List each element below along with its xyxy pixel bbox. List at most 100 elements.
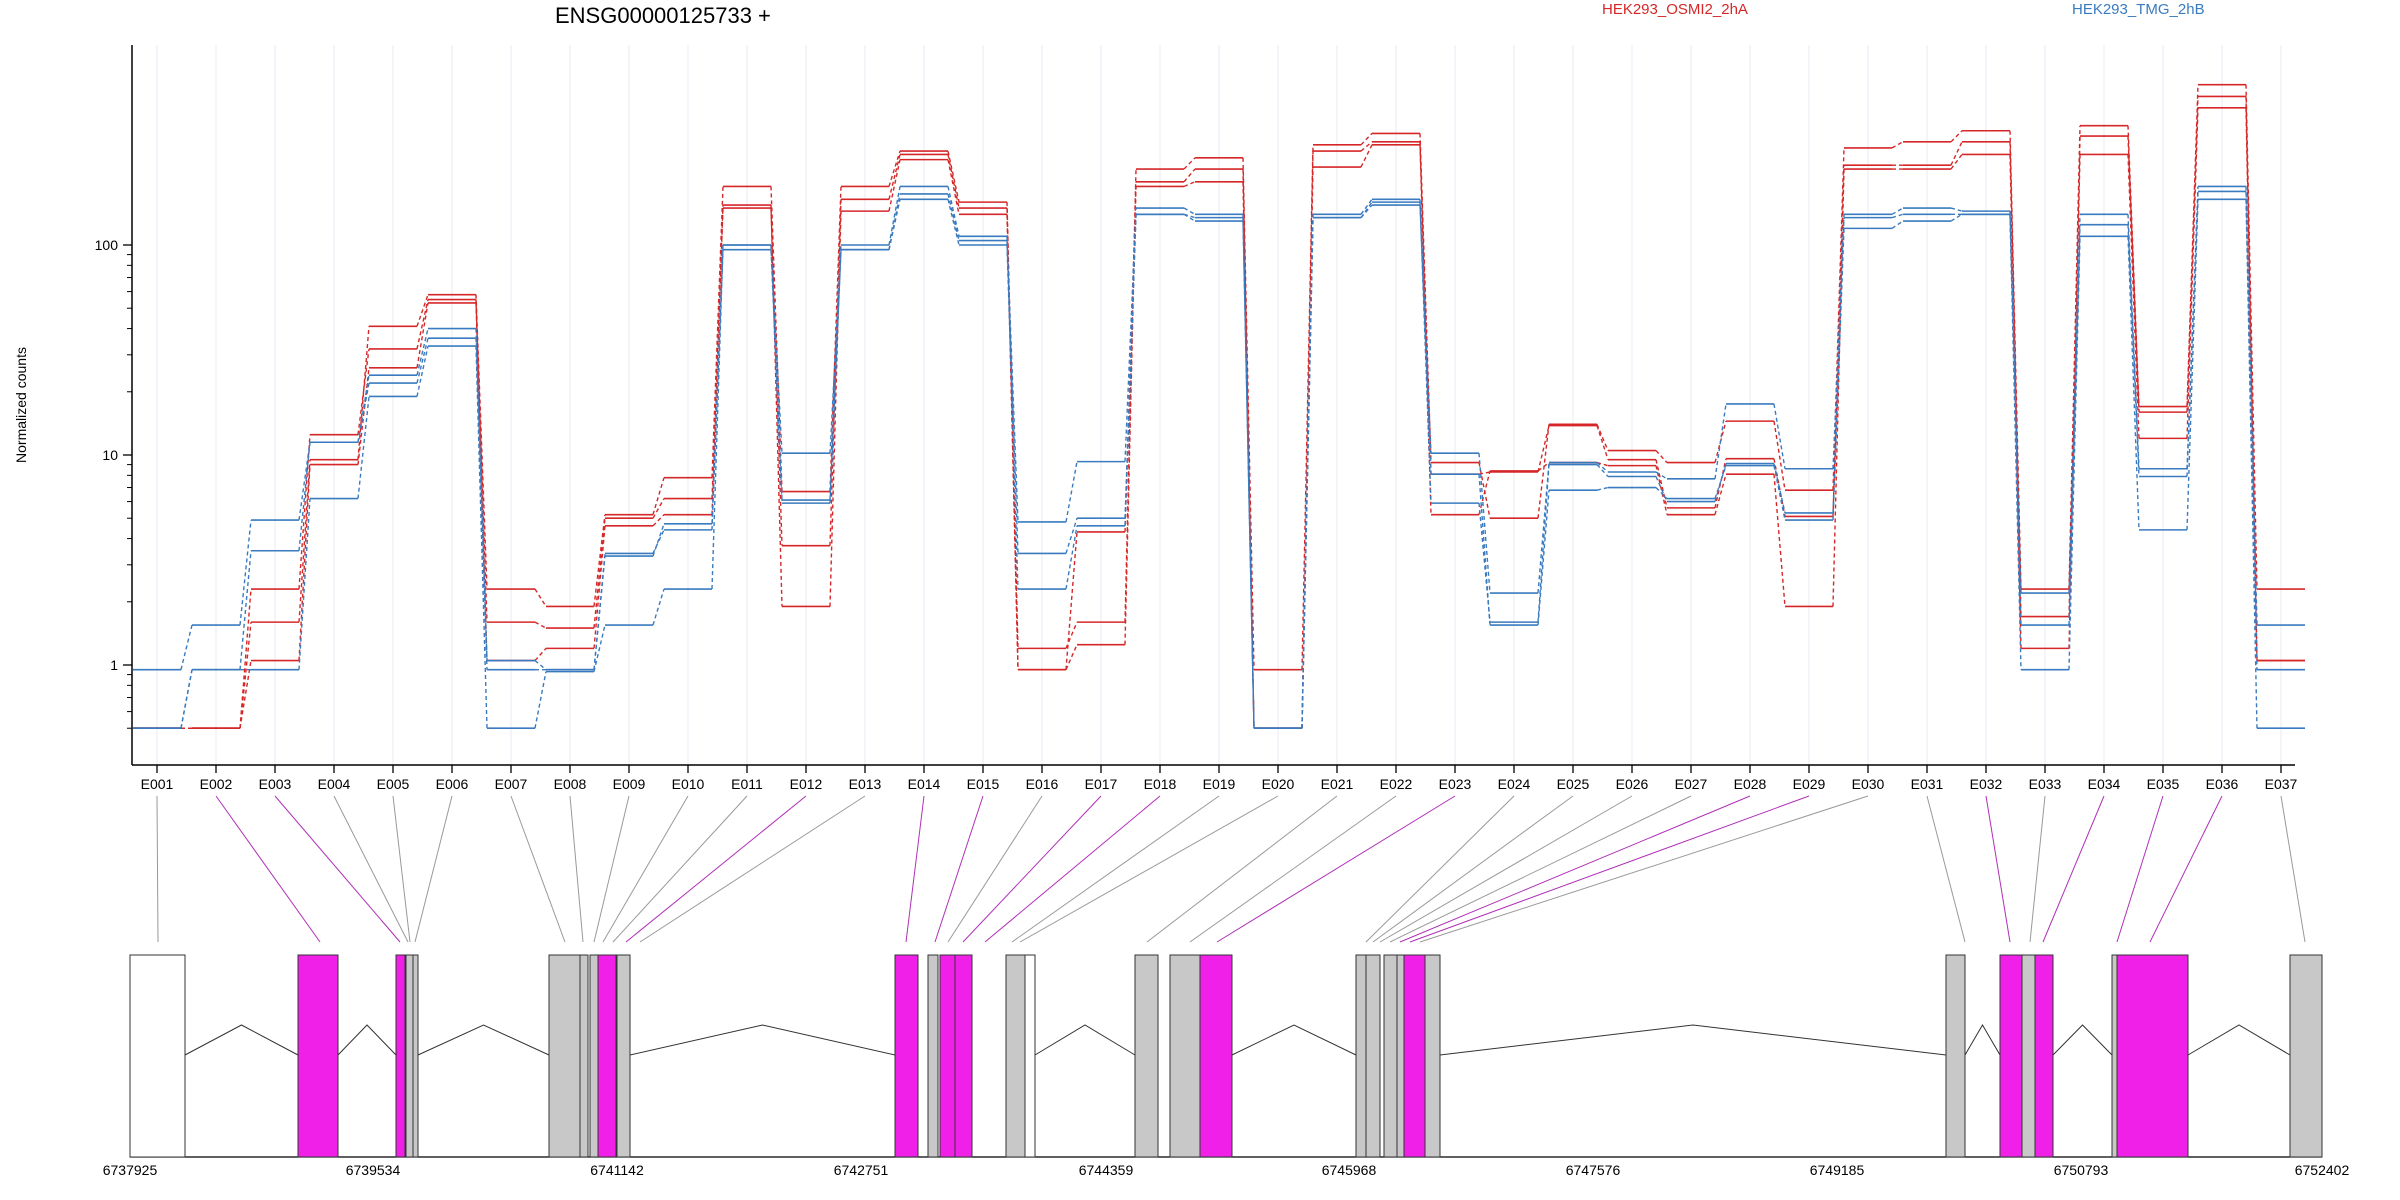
series-connector — [534, 671, 547, 729]
series-connector — [1124, 214, 1137, 526]
genomic-tick-label: 6745968 — [1322, 1162, 1377, 1178]
series-connector — [2186, 107, 2199, 439]
series-connector — [475, 338, 488, 670]
series-connector — [1891, 207, 1904, 215]
series-connector — [1537, 424, 1550, 519]
genomic-tick-label: 6749185 — [1810, 1162, 1865, 1178]
series-connector — [1714, 458, 1727, 509]
series-connector — [1478, 503, 1491, 623]
series-connector — [2127, 154, 2140, 439]
exon-connector — [392, 795, 411, 943]
x-tick-label: E017 — [1085, 776, 1118, 792]
exon-connector — [156, 795, 159, 943]
x-tick-label: E034 — [2088, 776, 2121, 792]
series-connector — [1183, 168, 1196, 183]
series-connector — [888, 186, 901, 246]
x-tick-label: E007 — [495, 776, 528, 792]
series-connector — [239, 660, 252, 729]
series-connector — [416, 345, 429, 397]
exon-box — [1355, 954, 1367, 1158]
exon-connector — [602, 795, 689, 943]
exon-box — [939, 954, 956, 1158]
series-connector — [416, 294, 429, 327]
series-connector — [1950, 213, 1963, 222]
series-connector — [711, 244, 724, 590]
series-connector — [1773, 465, 1786, 521]
exon-box — [129, 954, 186, 1158]
x-tick-label: E035 — [2147, 776, 2180, 792]
exon-box — [894, 954, 919, 1158]
series-connector — [1596, 462, 1609, 473]
genomic-tick-label: 6742751 — [834, 1162, 889, 1178]
exon-box — [2021, 954, 2036, 1158]
exon-box — [616, 954, 631, 1158]
exon-connector — [1146, 795, 1338, 943]
x-tick-label: E036 — [2206, 776, 2239, 792]
series-connector — [1655, 471, 1668, 480]
series-connector — [1832, 228, 1845, 521]
genomic-tick-label: 6750793 — [2054, 1162, 2109, 1178]
series-connector — [416, 338, 429, 384]
series-connector — [2186, 191, 2199, 477]
genomic-tick-label: 6741142 — [590, 1162, 644, 1178]
series-connector — [652, 498, 665, 519]
series-connector — [1006, 244, 1019, 590]
series-connector — [1891, 213, 1904, 219]
exon-connector — [1019, 795, 1279, 943]
series-connector — [1183, 157, 1196, 170]
x-tick-label: E006 — [436, 776, 469, 792]
genomic-tick-label: 6752402 — [2295, 1162, 2350, 1178]
series-connector — [2186, 199, 2199, 530]
y-tick-label: 100 — [95, 237, 119, 253]
series-connector — [180, 624, 193, 670]
exon-box — [927, 954, 939, 1158]
series-connector — [888, 154, 901, 200]
series-connector — [1891, 220, 1904, 229]
series-connector — [1596, 486, 1609, 491]
series-connector — [888, 150, 901, 187]
series-connector — [652, 529, 665, 554]
series-connector — [947, 150, 960, 203]
series-connector — [1183, 181, 1196, 188]
exon-connector — [612, 795, 748, 943]
exon-box — [1403, 954, 1426, 1158]
x-tick-label: E019 — [1203, 776, 1236, 792]
x-tick-label: E033 — [2029, 776, 2062, 792]
series-connector — [1537, 425, 1550, 473]
series-connector — [1478, 474, 1491, 626]
exon-box — [1365, 954, 1381, 1158]
x-tick-label: E005 — [377, 776, 410, 792]
exon-connector — [934, 795, 984, 943]
x-tick-label: E003 — [259, 776, 292, 792]
x-tick-label: E027 — [1675, 776, 1708, 792]
series-connector — [770, 205, 783, 607]
series-connector — [534, 660, 547, 671]
series-connector — [1065, 525, 1078, 590]
series-connector — [888, 159, 901, 212]
series-connector — [2127, 214, 2140, 469]
exon-box — [405, 954, 414, 1158]
x-tick-label: E018 — [1144, 776, 1177, 792]
series-connector — [1832, 214, 1845, 469]
exon-box — [1169, 954, 1201, 1158]
intron-line — [1964, 1024, 2001, 1056]
gene-model: 6737925 6739534 6741142 6742751 6744359 67459… — [103, 795, 2350, 1178]
series-connector — [947, 199, 960, 246]
x-tick-label: E023 — [1439, 776, 1472, 792]
series-connector — [2009, 211, 2022, 594]
x-tick-label: E004 — [318, 776, 351, 792]
exon-box — [589, 954, 599, 1158]
series-connector — [357, 367, 370, 465]
series-connector — [1124, 169, 1137, 623]
series-connector — [1773, 463, 1786, 514]
series-connector — [829, 249, 842, 504]
series-connector — [1891, 141, 1904, 149]
exon-connector — [414, 795, 453, 943]
series-connector — [1419, 144, 1432, 515]
series-connector — [888, 199, 901, 250]
series-connector — [652, 588, 665, 626]
intron-line — [2187, 1024, 2291, 1056]
x-tick-label: E024 — [1498, 776, 1531, 792]
exon-connector — [1216, 795, 1456, 943]
series-connector — [652, 514, 665, 527]
